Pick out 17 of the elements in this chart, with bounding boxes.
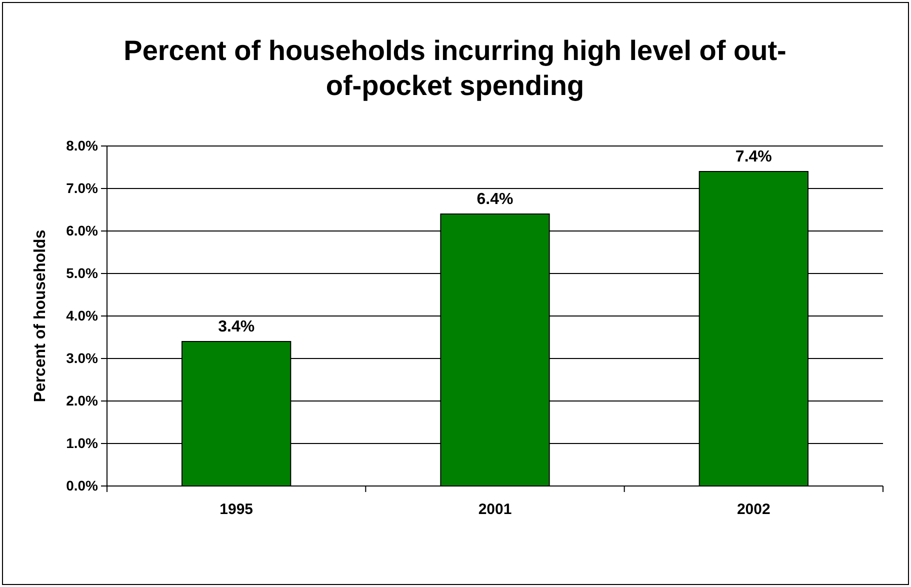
y-tick-label: 4.0%	[66, 307, 99, 324]
y-tick-label: 3.0%	[66, 350, 99, 366]
y-tick-label: 6.0%	[66, 222, 99, 238]
y-tick-label: 2.0%	[66, 392, 99, 408]
y-tick-label: 8.0%	[66, 137, 99, 154]
x-tick-label: 1995	[220, 501, 254, 518]
x-tick-label: 2002	[736, 501, 770, 518]
chart-title: Percent of households incurring high level of out-of-pocket spending	[124, 35, 786, 101]
x-tick-label: 2001	[478, 501, 512, 518]
y-tick-label: 7.0%	[66, 180, 99, 196]
y-axis-title: Percent of households	[32, 230, 49, 402]
data-label: 7.4%	[735, 148, 772, 166]
y-tick-label: 5.0%	[66, 264, 99, 281]
data-label: 3.4%	[218, 318, 255, 336]
y-tick-label: 0.0%	[66, 477, 99, 494]
data-label: 6.4%	[476, 191, 514, 208]
y-tick-label: 1.0%	[66, 434, 99, 451]
